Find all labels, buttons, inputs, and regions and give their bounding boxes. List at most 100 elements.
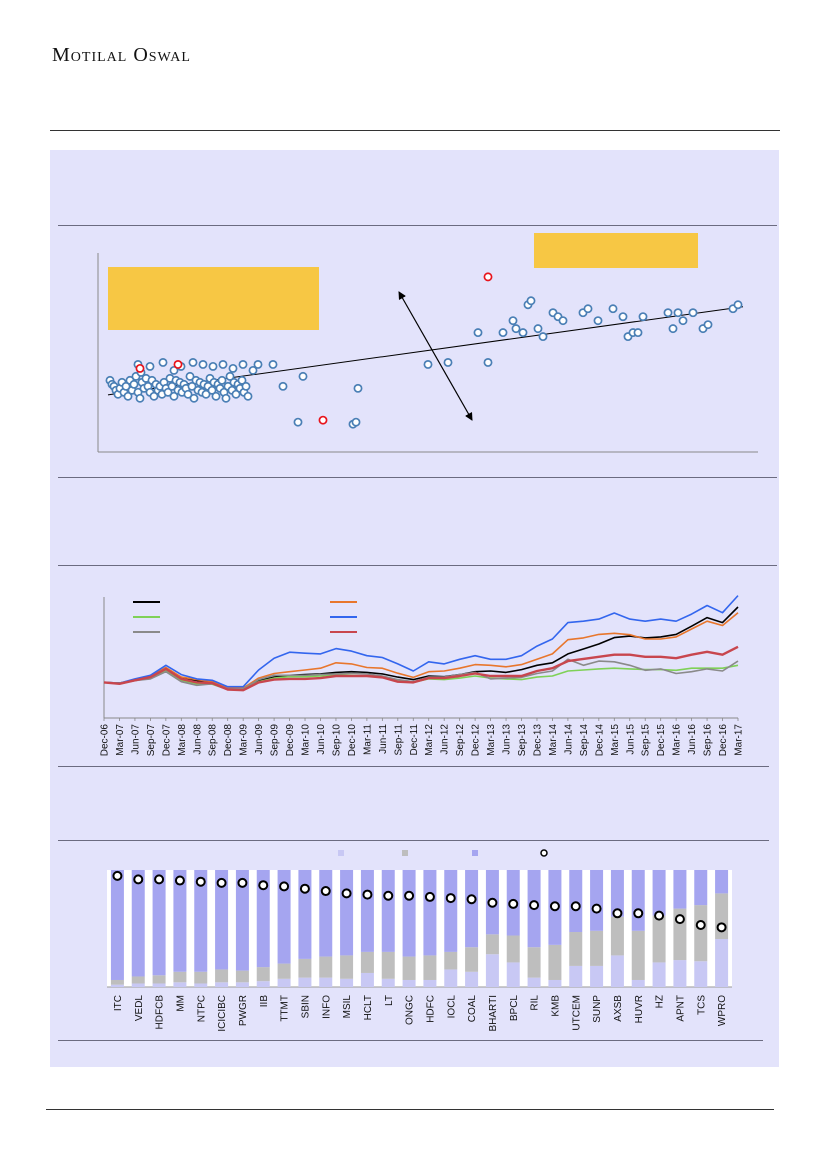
bar-segment [715,870,729,894]
bar-segment [444,951,458,970]
bar-x-tick-label: AXSB [613,995,624,1022]
scatter-point-highlight [135,363,145,373]
scatter-point [169,365,179,375]
line-x-tick-label: Jun-16 [687,724,698,755]
scatter-point [158,358,168,367]
scatter-point [123,391,133,401]
line-x-tick-label: Mar-16 [672,724,683,756]
bar-x-tick-label: SBIN [300,995,311,1018]
bar-segment [173,870,187,972]
scatter-point [208,361,218,371]
scatter-point [511,324,521,334]
scatter-point [663,308,673,318]
bar-x-tick-label: BHARTI [488,995,499,1032]
scatter-point [183,389,193,399]
bar-marker [612,908,623,919]
bar-segment [152,870,166,976]
scatter-point [221,393,231,403]
line-x-tick-label: Sep-16 [703,724,714,757]
line-x-tick-label: Sep-08 [208,724,219,757]
bar-segment [194,870,208,972]
line-x-tick-label: Jun-15 [625,724,636,755]
bar-marker [383,890,394,901]
bar-segment [256,870,270,968]
scatter-point [508,316,518,326]
bar-segment [485,934,499,955]
bar-segment [569,965,583,987]
bar-segment [402,870,416,957]
bar-segment [423,979,437,987]
bar-marker [445,893,456,904]
line-x-tick-label: Dec-06 [100,724,111,757]
scatter-arrow-annotation [398,291,473,421]
line-x-tick-label: Sep-07 [146,724,157,757]
bar-segment [110,870,124,980]
line-x-tick-label: Dec-13 [532,724,543,757]
bar-segment [381,978,395,987]
bar-segment [381,870,395,952]
line-x-tick-label: Mar-14 [548,724,559,756]
bar-segment [110,984,124,987]
line-x-tick-label: Mar-17 [734,724,745,756]
bar-marker [320,886,331,897]
bar-marker [508,898,519,909]
scatter-point [198,359,208,369]
bar-segment [235,982,249,987]
line-x-tick-label: Dec-09 [285,724,296,757]
line-x-tick-label: Jun-10 [316,724,327,755]
line-series [103,595,739,688]
bar-segment [131,976,145,984]
scatter-point [218,359,228,369]
line-x-tick-label: Jun-07 [130,724,141,755]
bar-x-tick-label: KMB [550,995,561,1017]
scatter-point [423,359,433,369]
bar-segment [215,870,229,970]
scatter-point [268,359,278,369]
bar-x-tick-label: BPCL [509,995,520,1022]
scatter-point-highlight [173,359,183,369]
bar-segment [131,870,145,977]
bar-segment [631,930,645,980]
bar-marker [487,897,498,908]
line-x-tick-label: Mar-08 [177,724,188,756]
bar-marker [112,870,123,881]
bar-marker [570,901,581,912]
scatter-point [443,358,453,367]
scatter-point [593,316,603,326]
scatter-point [353,383,363,393]
line-x-tick-label: Mar-12 [424,724,435,756]
scatter-point [293,417,303,427]
bar-segment [610,955,624,987]
bar-x-tick-label: IIB [259,995,270,1008]
bar-segment [340,978,354,987]
bar-x-tick-label: MM [175,995,186,1012]
scatter-point [237,375,247,385]
bar-marker [674,914,685,925]
scatter-point [149,391,159,401]
bar-marker [237,877,248,888]
bar-segment [652,870,666,916]
bar-segment [569,870,583,933]
scatter-point [225,371,235,381]
bar-segment [673,870,687,909]
bar-marker [362,889,373,900]
bar-x-tick-label: SUNP [592,995,603,1023]
bar-x-tick-label: LT [384,995,395,1006]
brand-logo: Motilal Oswal [52,44,191,66]
scatter-point [207,385,217,395]
scatter-point [129,379,139,389]
bar-x-tick-label: IOCL [446,995,457,1019]
bar-marker [299,883,310,894]
divider-6 [58,1040,763,1041]
bar-marker [341,888,352,899]
bar-segment [444,870,458,952]
scatter-point [583,304,593,314]
bar-segment [319,977,333,987]
bar-x-tick-label: ONGC [405,995,416,1025]
bar-segment [194,983,208,987]
scatter-point [558,316,568,326]
bar-marker [174,875,185,886]
bar-x-tick-label: VEDL [134,995,145,1022]
divider-5 [58,840,769,841]
